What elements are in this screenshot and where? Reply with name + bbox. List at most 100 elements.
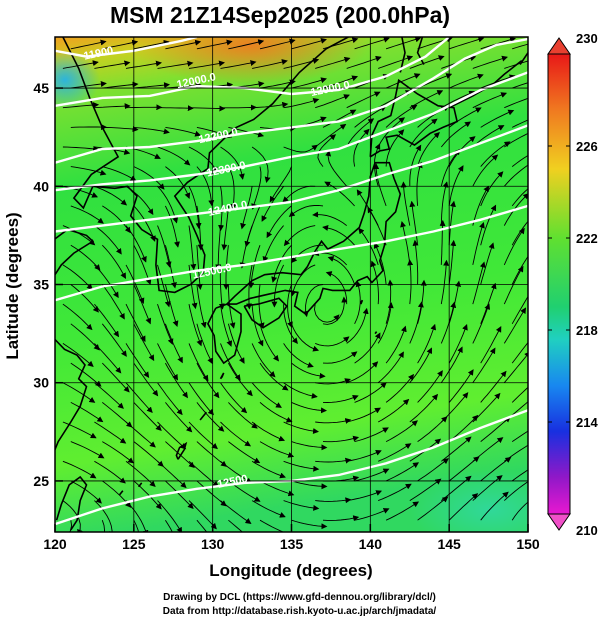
y-axis-ticks: 25 30 35 40 45	[33, 80, 63, 489]
streamline	[511, 295, 528, 325]
streamline	[409, 393, 439, 423]
streamlines	[62, 37, 528, 532]
streamline	[283, 343, 314, 368]
streamline	[94, 460, 126, 484]
streamline	[472, 392, 501, 423]
streamline	[315, 336, 350, 347]
streamline	[346, 55, 382, 69]
streamline	[188, 186, 202, 230]
streamline	[417, 370, 443, 403]
streamline	[94, 500, 116, 532]
streamline	[354, 37, 390, 50]
streamline	[94, 264, 119, 299]
streamline	[373, 163, 387, 207]
streamline	[322, 75, 359, 89]
streamline	[354, 382, 387, 403]
streamline	[291, 362, 326, 379]
streamline	[472, 185, 490, 226]
streamline	[315, 497, 352, 504]
streamline	[101, 362, 130, 393]
streamline	[480, 109, 515, 128]
streamline	[157, 382, 183, 416]
streamline	[378, 483, 412, 502]
credit-drawing: Drawing by DCL (https://www.gfd-dennou.o…	[163, 592, 436, 603]
streamline	[440, 121, 472, 148]
streamline	[251, 421, 286, 442]
streamline	[101, 284, 125, 320]
streamline	[133, 323, 155, 362]
streamline	[315, 94, 350, 109]
streamline	[472, 347, 496, 383]
streamline	[322, 109, 357, 128]
streamline	[385, 325, 407, 364]
streamline	[354, 105, 387, 128]
streamline	[503, 307, 527, 344]
streamline	[157, 303, 174, 345]
height-contour-line	[55, 37, 528, 164]
streamline	[94, 103, 131, 110]
streamline	[315, 56, 351, 69]
streamline	[322, 394, 359, 403]
streamline	[133, 520, 139, 532]
x-tick-label: 145	[437, 536, 461, 552]
streamline	[188, 105, 226, 112]
streamline	[400, 221, 411, 265]
streamline	[251, 343, 276, 378]
colorbar-label: 222	[576, 231, 598, 246]
streamline	[480, 282, 497, 324]
streamline	[125, 500, 149, 532]
streamline	[220, 104, 257, 111]
streamline	[417, 496, 449, 521]
streamline	[259, 323, 280, 362]
streamline	[133, 126, 170, 135]
streamline	[409, 144, 422, 187]
streamline	[440, 181, 449, 226]
streamline	[227, 323, 245, 364]
streamline	[503, 227, 525, 266]
streamline	[440, 346, 463, 383]
colorbar: 230 226 222 218 214 210	[547, 31, 598, 538]
streamline	[94, 421, 127, 444]
streamline	[385, 104, 418, 128]
streamline	[480, 242, 495, 285]
colorbar-label: 230	[576, 31, 598, 46]
streamline	[416, 161, 423, 206]
streamline	[102, 166, 137, 182]
streamline	[218, 264, 225, 310]
streamline	[503, 481, 528, 501]
streamline	[125, 303, 146, 343]
streamline	[220, 382, 248, 414]
streamline	[188, 304, 203, 347]
streamline	[251, 146, 271, 183]
streamline	[165, 441, 195, 468]
streamline	[322, 351, 358, 364]
streamline	[269, 166, 292, 203]
streamline	[283, 421, 319, 435]
streamline	[125, 343, 150, 379]
streamline	[164, 205, 180, 248]
streamline	[283, 382, 318, 399]
x-tick-label: 135	[280, 536, 304, 552]
streamline	[70, 323, 100, 351]
streamline	[188, 60, 225, 69]
y-tick-label: 30	[33, 375, 49, 391]
streamline	[409, 347, 432, 383]
streamline	[266, 205, 292, 239]
streamline	[354, 508, 390, 521]
streamline	[291, 37, 327, 50]
colorbar-label: 218	[576, 323, 598, 338]
streamline	[472, 437, 504, 462]
streamline	[407, 259, 414, 305]
streamline	[70, 205, 104, 224]
streamline	[315, 378, 351, 385]
streamline	[511, 188, 528, 207]
streamline	[70, 284, 99, 313]
streamline	[440, 259, 450, 305]
streamline	[448, 200, 456, 246]
streamline	[102, 39, 139, 50]
streamline	[448, 280, 462, 324]
streamline	[346, 450, 382, 462]
streamline	[315, 418, 352, 424]
streamline	[283, 97, 320, 109]
